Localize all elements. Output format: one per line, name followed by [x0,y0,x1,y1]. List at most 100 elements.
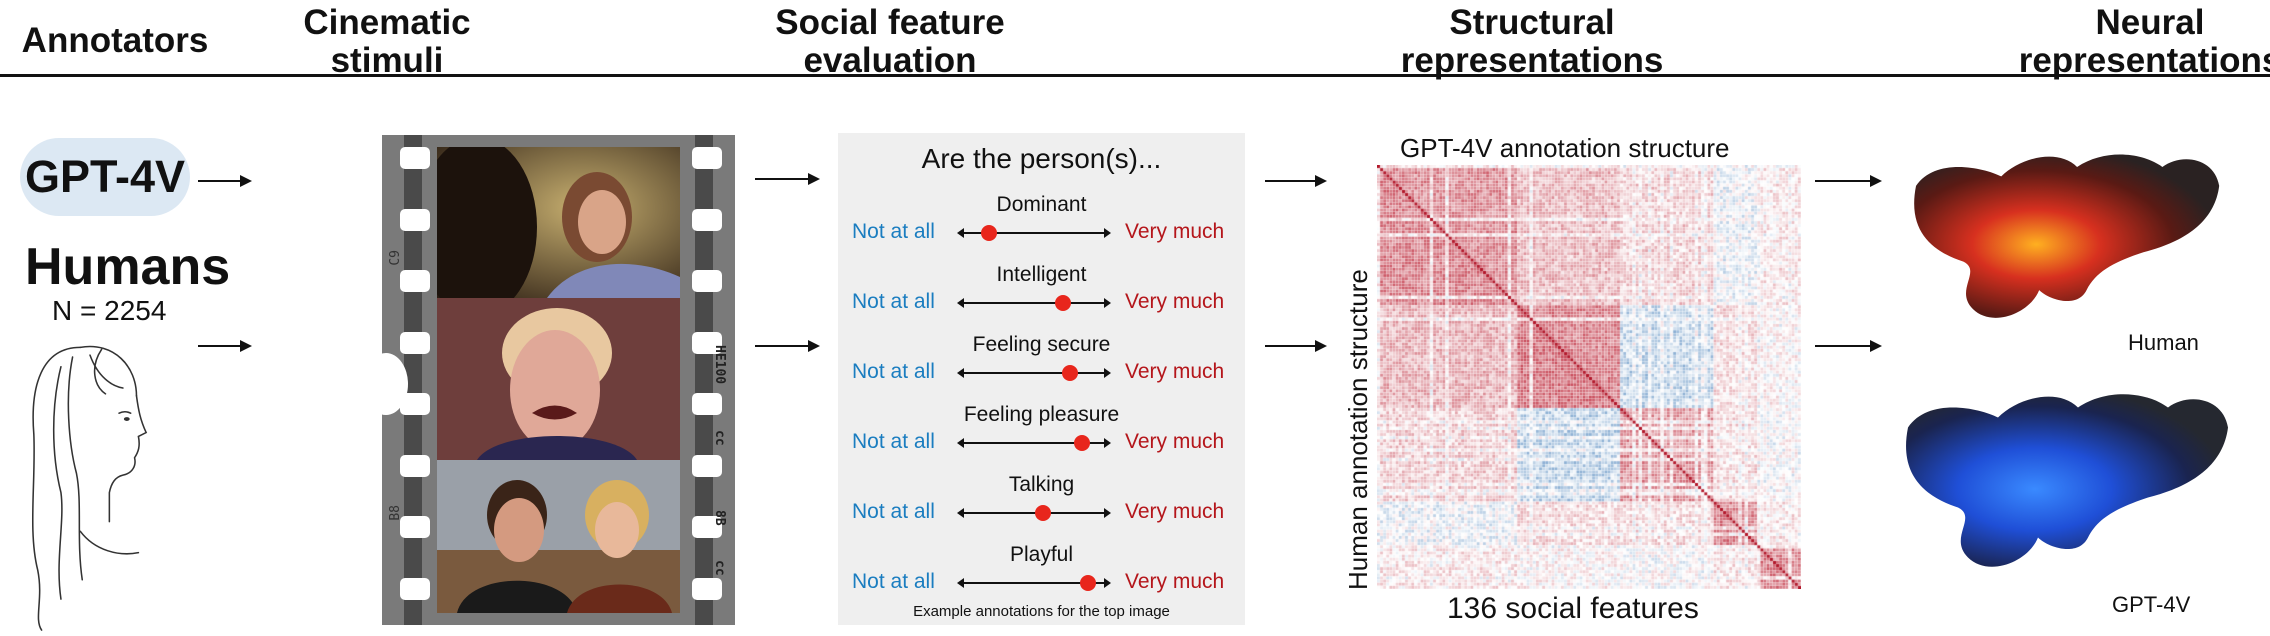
arrow-gpt-to-stimuli [198,175,252,187]
evaluation-question: Are the person(s)... [921,143,1162,174]
movie-frame-2 [437,298,680,460]
scale-low-label: Not at all [852,430,935,453]
rating-marker [981,225,997,241]
rating-item: Feeling pleasure Not at all Very much [838,403,1245,467]
rating-marker [1054,295,1071,311]
gpt4v-badge: GPT-4V [20,138,190,216]
rating-marker [1035,505,1051,521]
scale-high-label: Very much [1125,570,1225,593]
header-line: stimuli [330,41,444,80]
evaluation-footnote: Example annotations for the top image [913,603,1170,620]
film-mark: B8 [388,505,403,521]
film-sprocket-hole [400,454,430,477]
film-sprocket-hole [692,208,722,231]
film-mark: HE100 [712,345,727,385]
header-line: evaluation [803,41,977,80]
film-mark: 8B [712,510,727,526]
film-sprocket-hole [692,577,722,600]
film-sprocket-hole [400,208,430,231]
film-sprocket-hole [692,454,722,477]
human-face-icon [31,345,148,631]
rating-scale [957,435,1111,451]
rating-marker [1062,365,1078,381]
feature-name: Dominant [996,193,1087,216]
rating-scale [957,365,1111,381]
film-strip: C9 HE100 cc B8 8B cc [364,135,735,625]
arrow-structure-to-neural-top [1815,175,1882,187]
scale-low-label: Not at all [852,360,935,383]
rating-item: Dominant Not at all Very much [838,193,1245,257]
arrow-eval-to-structure-top [1265,175,1327,187]
human-brain-map [1914,154,2220,318]
film-mark: cc [712,560,727,576]
film-sprocket-hole [692,516,722,538]
header-cinematic-stimuli: Cinematic stimuli [303,4,470,80]
header-line: Cinematic [303,3,471,42]
header-line: representations [2018,41,2270,80]
feature-name: Playful [1009,543,1074,566]
scale-low-label: Not at all [852,570,935,593]
gpt4v-brain-map [1906,394,2228,567]
rating-item: Playful Not at all Very much [838,543,1245,607]
film-mark: cc [712,430,727,446]
correlation-matrix [1377,165,1801,589]
gpt4v-brain-label: GPT-4V [2112,592,2191,617]
film-notch [364,353,408,415]
arrow-structure-to-neural-bottom [1815,340,1882,352]
arrow-eval-to-structure-bottom [1265,340,1327,352]
film-sprocket-hole [400,147,430,169]
scale-high-label: Very much [1125,220,1225,243]
human-brain-label: Human [2128,330,2199,355]
rating-scale [957,295,1111,311]
film-sprocket-hole [400,331,430,354]
arrow-humans-to-stimuli [198,340,252,352]
scale-high-label: Very much [1125,360,1225,383]
scale-low-label: Not at all [852,500,935,523]
rating-scale [957,575,1111,591]
film-sprocket-hole [692,393,722,415]
feature-name: Feeling secure [972,333,1111,356]
film-sprocket-hole [692,331,722,354]
rating-item: Talking Not at all Very much [838,473,1245,537]
movie-frame-3 [437,460,680,613]
header-line: Structural [1449,3,1615,42]
scale-high-label: Very much [1125,500,1225,523]
feature-name: Talking [1008,473,1075,496]
film-sprocket-hole [400,270,430,292]
movie-frame-1 [437,147,680,298]
header-line: Neural [2095,3,2205,42]
rating-scale [957,505,1111,521]
evaluation-panel: Are the person(s)... Dominant Not at all V… [838,133,1245,625]
header-neural-representations: Neural representations [2019,4,2270,80]
matrix-x-label: 136 social features [1447,592,1699,625]
header-social-feature-evaluation: Social feature evaluation [775,4,1005,80]
feature-name: Intelligent [996,263,1087,286]
gpt4v-label: GPT-4V [24,151,186,202]
scale-high-label: Very much [1125,290,1225,313]
arrow-stimuli-to-eval-bottom [755,340,820,352]
rating-item: Intelligent Not at all Very much [838,263,1245,327]
header-divider [0,74,2270,77]
feature-name: Feeling pleasure [963,403,1120,426]
film-sprocket-hole [692,270,722,292]
rating-marker [1074,435,1090,451]
header-line: representations [1400,41,1664,80]
header-annotators: Annotators [21,21,209,60]
scale-low-label: Not at all [852,220,935,243]
sample-size: N = 2254 [52,295,167,326]
film-sprocket-hole [400,516,430,538]
film-mark: C9 [388,250,403,266]
film-sprocket-hole [400,577,430,600]
humans-label: Humans [25,238,231,296]
matrix-y-label: Human annotation structure [1343,269,1373,590]
film-sprocket-hole [400,393,430,415]
arrow-stimuli-to-eval-top [755,173,820,185]
scale-high-label: Very much [1125,430,1225,453]
header-line: Social feature [775,3,1005,42]
matrix-title: GPT-4V annotation structure [1400,133,1730,163]
film-sprocket-hole [692,147,722,169]
header-structural-representations: Structural representations [1401,4,1664,80]
rating-item: Feeling secure Not at all Very much [838,333,1245,397]
scale-low-label: Not at all [852,290,935,313]
rating-scale [957,225,1111,241]
